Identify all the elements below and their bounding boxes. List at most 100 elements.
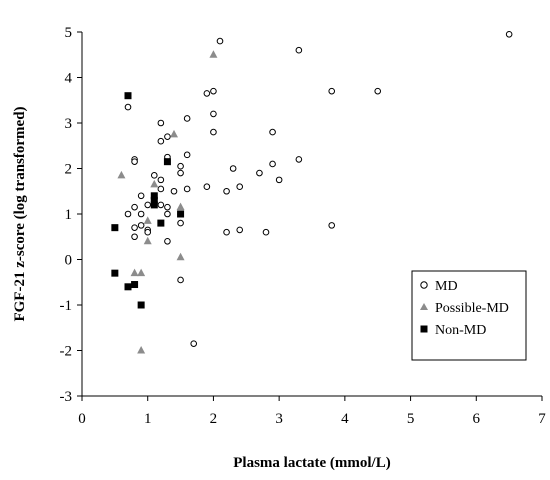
md-point xyxy=(137,192,145,200)
non-md-point xyxy=(177,210,185,218)
possible-md-point xyxy=(137,268,146,277)
md-point xyxy=(131,224,138,231)
data-points xyxy=(111,30,513,354)
md-point xyxy=(131,233,138,241)
md-point xyxy=(157,185,165,193)
y-tick-label: -1 xyxy=(60,298,73,314)
non-md-point xyxy=(150,196,158,204)
y-tick-label: 2 xyxy=(65,162,73,178)
possible-md-point xyxy=(143,216,152,224)
legend-md-marker xyxy=(420,281,428,289)
md-point xyxy=(164,238,171,245)
md-point xyxy=(190,340,198,347)
md-point xyxy=(269,160,276,168)
md-point xyxy=(183,115,191,122)
md-point xyxy=(223,187,230,195)
series-possible-md xyxy=(117,50,218,354)
md-point xyxy=(144,201,152,209)
md-point xyxy=(124,210,132,218)
x-axis-title: Plasma lactate (mmol/L) xyxy=(233,455,390,471)
md-point xyxy=(144,228,152,236)
md-point xyxy=(150,172,158,179)
md-point xyxy=(328,222,336,229)
non-md-point xyxy=(111,224,119,232)
md-point xyxy=(137,222,145,229)
possible-md-point xyxy=(137,346,146,354)
md-point xyxy=(164,133,171,140)
md-point xyxy=(183,151,191,159)
legend-non-md-marker xyxy=(420,325,428,333)
non-md-point xyxy=(137,301,145,309)
md-point xyxy=(210,110,217,118)
non-md-point xyxy=(124,283,132,291)
legend-possible-md-label: Possible-MD xyxy=(435,301,509,316)
possible-md-point xyxy=(170,129,178,138)
y-tick-label: -3 xyxy=(60,389,73,405)
md-point xyxy=(236,183,244,190)
md-point xyxy=(269,128,276,136)
md-point xyxy=(124,103,132,111)
non-md-point xyxy=(124,92,132,100)
md-point xyxy=(177,276,184,284)
md-point xyxy=(295,46,303,54)
x-tick-label: 5 xyxy=(407,411,415,427)
md-point xyxy=(236,226,244,234)
non-md-point xyxy=(150,201,158,209)
possible-md-point xyxy=(209,50,218,58)
md-point xyxy=(177,169,184,177)
md-point xyxy=(374,87,382,95)
series-md xyxy=(124,30,513,347)
md-point xyxy=(183,185,191,193)
legend-md-label: MD xyxy=(435,279,458,294)
md-point xyxy=(164,210,171,218)
md-point xyxy=(505,30,513,38)
md-point xyxy=(328,87,336,95)
possible-md-point xyxy=(176,202,185,211)
md-point xyxy=(223,228,230,236)
y-tick-label: 3 xyxy=(65,116,73,132)
md-point xyxy=(275,176,283,184)
md-point xyxy=(137,210,145,218)
md-point xyxy=(216,37,224,45)
non-md-point xyxy=(163,158,171,166)
md-point xyxy=(177,219,184,227)
x-tick-label: 1 xyxy=(144,411,152,427)
md-point xyxy=(210,128,217,136)
md-point xyxy=(256,169,263,177)
x-tick-label: 2 xyxy=(210,411,218,427)
md-point xyxy=(157,137,165,145)
md-point xyxy=(295,156,303,163)
series-non-md xyxy=(111,92,185,309)
possible-md-point xyxy=(176,252,185,261)
non-md-point xyxy=(111,269,119,277)
legend-possible-md-marker xyxy=(420,303,428,310)
md-point xyxy=(203,183,211,190)
y-tick-label: -2 xyxy=(60,344,73,360)
possible-md-point xyxy=(130,268,139,277)
md-point xyxy=(157,201,165,209)
md-point xyxy=(210,87,217,95)
x-tick-label: 7 xyxy=(538,411,546,427)
non-md-point xyxy=(157,219,165,227)
y-tick-label: 1 xyxy=(65,207,73,223)
md-point xyxy=(262,228,270,236)
ticks: 0 1 2 3 4 5 6 7 -3 -2 -1 0 1 2 3 4 5 xyxy=(60,25,547,427)
y-tick-label: 5 xyxy=(65,25,73,41)
md-point xyxy=(164,203,171,211)
x-tick-label: 0 xyxy=(78,411,86,427)
x-tick-label: 3 xyxy=(275,411,283,427)
md-point xyxy=(177,162,184,170)
md-point xyxy=(157,119,165,127)
md-point xyxy=(170,187,178,195)
x-tick-label: 4 xyxy=(341,411,349,427)
legend-box xyxy=(411,270,527,361)
x-tick-label: 6 xyxy=(473,411,481,427)
possible-md-point xyxy=(117,170,126,179)
non-md-point xyxy=(131,281,139,289)
md-point xyxy=(157,176,165,184)
y-axis-title: FGF-21 z-score (log transformed) xyxy=(12,106,28,321)
possible-md-point xyxy=(150,179,159,188)
md-point xyxy=(131,158,138,165)
non-md-point xyxy=(150,192,158,200)
